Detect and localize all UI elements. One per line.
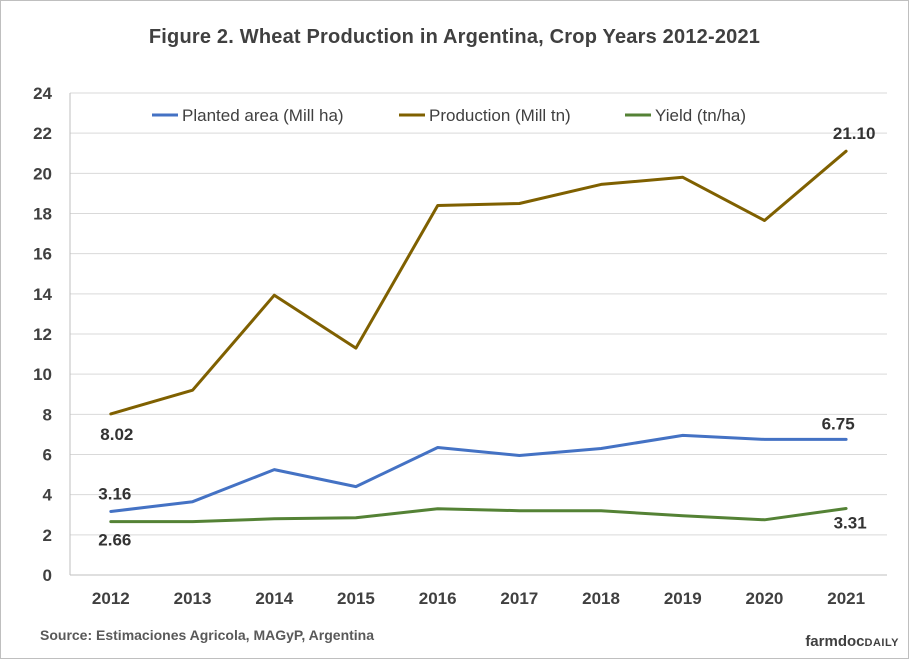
x-tick-label-2013: 2013 (174, 589, 212, 608)
x-tick-label-2017: 2017 (500, 589, 538, 608)
y-tick-label-20: 20 (33, 164, 52, 183)
series-line-3 (109, 507, 848, 524)
data-label-8.02: 8.02 (100, 425, 133, 444)
x-tick-label-2016: 2016 (419, 589, 457, 608)
x-tick-label-2021: 2021 (827, 589, 865, 608)
data-label-3.31: 3.31 (834, 514, 867, 533)
y-tick-label-18: 18 (33, 205, 52, 224)
data-label-3.16: 3.16 (98, 485, 131, 504)
x-tick-label-2014: 2014 (255, 589, 293, 608)
y-tick-label-4: 4 (43, 486, 53, 505)
y-tick-label-22: 22 (33, 124, 52, 143)
y-tick-label-8: 8 (43, 405, 52, 424)
data-label-6.75: 6.75 (822, 414, 855, 433)
y-tick-label-6: 6 (43, 446, 52, 465)
y-tick-label-0: 0 (43, 566, 52, 585)
data-labels: 8.02 21.10 3.16 6.75 2.66 3.31 (98, 124, 875, 549)
legend-label-3: Yield (tn/ha) (655, 106, 746, 125)
y-tick-label-16: 16 (33, 245, 52, 264)
data-label-21.10: 21.10 (833, 124, 876, 143)
chart-title: Figure 2. Wheat Production in Argentina,… (148, 26, 761, 48)
y-tick-label-14: 14 (33, 285, 52, 304)
data-label-2.66: 2.66 (98, 531, 131, 550)
y-tick-label-10: 10 (33, 365, 52, 384)
source-note: Source: Estimaciones Agricola, MAGyP, Ar… (40, 627, 375, 643)
y-tick-label-24: 24 (33, 84, 52, 103)
farmdoc-daily-logo: farmdocDAILY (805, 633, 899, 651)
legend: Planted area (Mill ha) Production (Mill t… (152, 106, 746, 125)
x-axis-ticks: 2012 2013 2014 2015 2016 2017 2018 2019 2020 2021 (92, 589, 865, 608)
axes (69, 93, 887, 576)
series-lines (109, 149, 848, 524)
gridlines (70, 92, 887, 536)
legend-label-1: Planted area (Mill ha) (182, 106, 344, 125)
x-tick-label-2015: 2015 (337, 589, 375, 608)
x-tick-label-2020: 2020 (746, 589, 784, 608)
x-tick-label-2012: 2012 (92, 589, 130, 608)
logo-part-1: farmdoc (805, 633, 865, 650)
y-tick-label-12: 12 (33, 325, 52, 344)
y-tick-label-2: 2 (43, 526, 52, 545)
x-tick-label-2019: 2019 (664, 589, 702, 608)
series-line-1 (109, 433, 848, 513)
series-line-2 (109, 149, 848, 416)
logo-part-2: DAILY (864, 637, 899, 649)
x-tick-label-2018: 2018 (582, 589, 620, 608)
legend-label-2: Production (Mill tn) (429, 106, 571, 125)
